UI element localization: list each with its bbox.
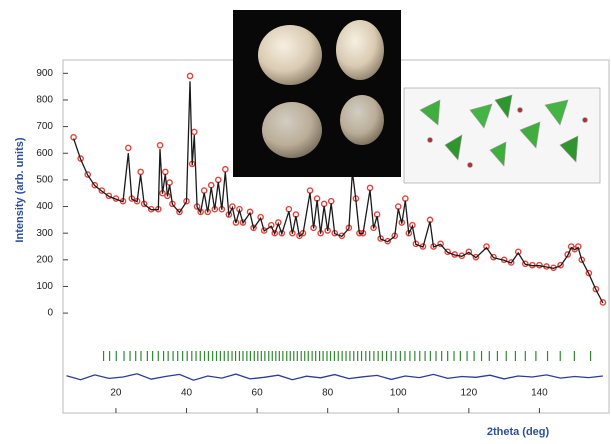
observed-point [396, 204, 401, 209]
observed-point [367, 185, 372, 190]
observed-point [138, 169, 143, 174]
chart: 0 100 200 300 400 500 600 700 800 900 20 40 60 80 100 1… [0, 0, 611, 439]
observed-point [307, 188, 312, 193]
x-tick-label: 120 [460, 388, 477, 399]
observed-point [286, 207, 291, 212]
y-tick-label: 900 [36, 68, 53, 79]
observed-point [126, 145, 131, 150]
y-tick-label: 400 [36, 201, 53, 212]
page: {"chart_data": {"type": "line", "y_label… [0, 0, 611, 439]
observed-point [157, 143, 162, 148]
observed-point [167, 180, 172, 185]
y-tick-label: 0 [47, 308, 53, 319]
observed-point [322, 201, 327, 206]
y-tick-label: 800 [36, 95, 53, 106]
tooth-photo [233, 10, 401, 177]
x-axis-title: 2theta (deg) [487, 426, 550, 438]
x-tick-label: 80 [322, 388, 334, 399]
y-tick-label: 600 [36, 148, 53, 159]
observed-point [163, 169, 168, 174]
y-tick-label: 700 [36, 121, 53, 132]
observed-point [187, 73, 192, 78]
x-tick-label: 40 [181, 388, 193, 399]
x-tick-label: 20 [110, 388, 122, 399]
x-tick-label: 60 [252, 388, 264, 399]
y-tick-label: 500 [36, 175, 53, 186]
y-tick-label: 100 [36, 281, 53, 292]
y-tick-label: 200 [36, 254, 53, 265]
crystal-structure [404, 88, 600, 183]
observed-point [223, 167, 228, 172]
observed-point [202, 188, 207, 193]
y-tick-label: 300 [36, 228, 53, 239]
series-line [67, 374, 603, 380]
x-tick-label: 100 [390, 388, 407, 399]
observed-point [209, 183, 214, 188]
x-tick-label: 140 [531, 388, 548, 399]
observed-point [329, 199, 334, 204]
observed-point [403, 196, 408, 201]
observed-point [216, 177, 221, 182]
y-axis-title: Intensity (arb. units) [14, 137, 26, 242]
observed-point [192, 129, 197, 134]
